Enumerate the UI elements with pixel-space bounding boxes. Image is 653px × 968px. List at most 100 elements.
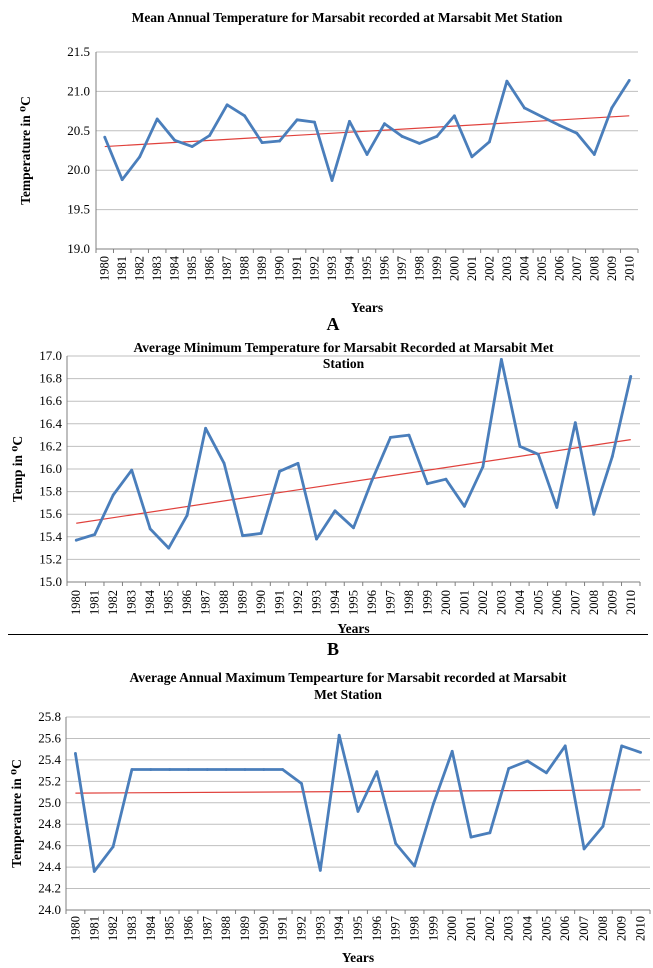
chart3-ytick-label: 25.6 [38, 730, 61, 745]
chart1-xtick-label: 1990 [273, 256, 287, 281]
chart1-data-point [278, 139, 281, 143]
chart2-data-point [444, 477, 448, 481]
chart1-xtick-label: 2003 [500, 256, 514, 281]
chart2-xtick-label: 1994 [328, 589, 342, 615]
chart3-xtick-label: 1983 [125, 916, 139, 941]
chart3-data-point [639, 750, 642, 754]
chart3-xtick-label: 2006 [558, 916, 572, 941]
chart2-xtick-label: 1988 [217, 590, 231, 615]
chart3-data-point [111, 845, 115, 849]
chart2-x-axis-title: Years [337, 621, 369, 636]
chart2-ytick-label: 15.6 [39, 506, 62, 521]
chart2-xtick-label: 2009 [605, 590, 619, 615]
chart1-xtick-label: 1996 [377, 256, 391, 281]
chart1-ytick-label: 21.5 [67, 44, 90, 59]
chart3-xtick-label: 2002 [483, 916, 497, 941]
chart2-xtick-label: 1985 [162, 590, 176, 615]
chart2-data-point [518, 445, 522, 448]
chart2-xtick-label: 1991 [273, 590, 287, 615]
chart1-data-point [435, 134, 439, 138]
chart2-data-point [111, 493, 115, 497]
chart1-x-axis-title: Years [351, 300, 383, 315]
chart2-xtick-label: 1992 [291, 590, 305, 615]
chart2-data-point [74, 538, 78, 542]
chart2-ytick-label: 16.4 [39, 416, 62, 431]
chart3-data-point [224, 768, 228, 771]
chart1-xtick-label: 1995 [360, 256, 374, 281]
chart2-xtick-label: 2000 [439, 590, 453, 615]
chart2-data-point [259, 532, 263, 535]
chart2-data-point [204, 426, 208, 430]
chart1-data-point [592, 153, 596, 156]
chart3-ytick-label: 25.8 [38, 709, 61, 724]
chart3-xtick-label: 1994 [332, 915, 346, 941]
chart1-trendline [104, 115, 630, 148]
chart2-y-axis-title: Temp in ⁰C [10, 436, 25, 502]
chart1-xtick-label: 1999 [430, 256, 444, 281]
chart1-xtick-label: 1992 [308, 256, 322, 281]
chart2-xtick-label: 1999 [420, 590, 434, 615]
chart1-data-point [103, 135, 107, 139]
chart1-xtick-label: 1984 [168, 255, 182, 281]
chart3-data-point [281, 768, 285, 771]
chart3-data-point [507, 767, 511, 770]
chart1-data-point [120, 178, 124, 182]
chart2-xtick-label: 2007 [568, 590, 582, 615]
chart2-xtick-label: 1984 [143, 589, 157, 615]
chart1-data-point [505, 79, 509, 83]
chart1-xtick-label: 1993 [325, 256, 339, 281]
chart2-ytick-label: 15.2 [39, 551, 62, 566]
chart3-data-point [318, 868, 322, 872]
chart3-xtick-label: 1998 [408, 916, 422, 941]
chart3-data-point [205, 768, 209, 771]
chart2-xtick-label: 2002 [476, 590, 490, 615]
chart1-data-point [173, 138, 177, 142]
chart1-data-point [190, 145, 194, 148]
chart2-xtick-label: 2001 [457, 590, 471, 615]
chart2-data-point [629, 374, 633, 378]
chart1-xtick-label: 1983 [150, 256, 164, 281]
chart1-xtick-label: 1997 [395, 256, 409, 281]
chart3-data-point [488, 831, 492, 835]
chart3-xtick-label: 1982 [106, 916, 120, 941]
chart2-xtick-label: 1998 [402, 590, 416, 615]
chart3-data-point [74, 752, 77, 755]
chart3-trendline [75, 789, 641, 794]
chart2-ytick-label: 16.8 [39, 371, 62, 386]
chart3-xtick-label: 1984 [144, 915, 158, 941]
chart3-xtick-label: 1980 [68, 916, 82, 941]
chart2-data-point [130, 468, 134, 472]
chart3-xtick-label: 1997 [389, 916, 403, 941]
chart1-data-point [540, 115, 544, 119]
chart2-ytick-label: 16.2 [39, 438, 62, 453]
chart1-data-point [260, 141, 264, 145]
chart2-data-point [241, 534, 244, 538]
chart1-title: Mean Annual Temperature for Marsabit rec… [132, 10, 563, 25]
chart1-data-point [557, 123, 561, 127]
chart1-data-point [522, 106, 526, 110]
chart2-xtick-label: 2008 [587, 590, 601, 615]
chart2-ytick-label: 15.8 [39, 484, 62, 499]
chart1-ytick-label: 20.5 [67, 123, 90, 138]
chart3-xtick-label: 2000 [445, 916, 459, 941]
chart2-xtick-label: 1990 [254, 590, 268, 615]
chart1-panel-label: A [327, 314, 340, 334]
chart3-xtick-label: 2007 [577, 916, 591, 941]
chart2-ytick-label: 16.6 [39, 393, 62, 408]
chart3-xtick-label: 1993 [313, 916, 327, 941]
chart1-xtick-label: 1985 [185, 256, 199, 281]
chart1-data-point [225, 103, 229, 107]
chart1-xtick-label: 1989 [255, 256, 269, 281]
chart3-data-point [582, 847, 586, 851]
chart2-data-point [315, 537, 318, 541]
chart3-ytick-label: 24.6 [38, 838, 61, 853]
chart1-xtick-label: 2006 [552, 256, 566, 281]
chart3-ytick-label: 24.8 [38, 816, 61, 831]
chart3-data-point [526, 759, 529, 763]
chart3-xtick-label: 1995 [351, 916, 365, 941]
chart3-ytick-label: 25.4 [38, 752, 61, 767]
chart2-xtick-label: 2006 [550, 590, 564, 615]
chart3-xtick-label: 1986 [181, 916, 195, 941]
chart1-data-point [313, 120, 316, 124]
chart2-data-point [185, 513, 189, 517]
